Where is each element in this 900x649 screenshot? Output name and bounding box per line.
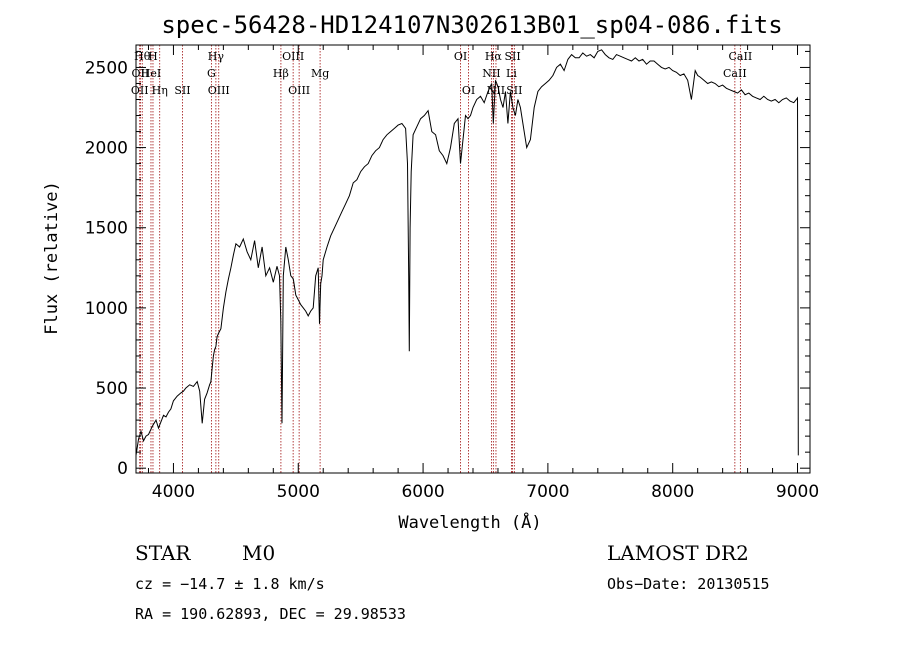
spectral-line-label: Hθ: [134, 50, 151, 63]
spectral-line-label: Hβ: [273, 67, 289, 80]
survey-name: LAMOST DR2: [607, 541, 749, 565]
spectrum-line: [135, 49, 799, 456]
spectral-line-label: SII: [506, 84, 522, 97]
chart-title: spec-56428-HD124107N302613B01_sp04-086.f…: [161, 11, 782, 39]
spectral-line-label: Li: [506, 67, 517, 80]
spectral-line-label: OII: [131, 84, 149, 97]
spectral-line-label: CaII: [729, 50, 753, 63]
spectral-line-label: SII: [174, 84, 190, 97]
x-axis-ticks: 4000 5000 6000 7000 8000 9000: [147, 45, 819, 502]
y-tick-label: 2000: [85, 139, 128, 159]
y-axis-label: Flux (relative): [42, 181, 62, 335]
spectral-line-label: OIII: [208, 84, 230, 97]
spectral-line-label: OIII: [282, 50, 304, 63]
x-tick-label: 5000: [277, 482, 320, 502]
y-tick-label: 2500: [85, 58, 128, 78]
x-tick-label: 8000: [651, 482, 694, 502]
y-tick-label: 1000: [85, 299, 128, 319]
x-tick-label: 4000: [152, 482, 195, 502]
redshift-cz: cz = −14.7 ± 1.8 km/s: [135, 575, 325, 593]
object-subclass: M0: [242, 541, 275, 565]
obs-date: Obs−Date: 20130515: [607, 575, 770, 593]
spectral-line-label: Hα: [485, 50, 503, 63]
spectral-line-label: Hη: [152, 84, 168, 97]
x-tick-label: 7000: [526, 482, 569, 502]
spectral-line-label: OI: [454, 50, 467, 63]
x-axis-label: Wavelength (Å): [398, 511, 541, 533]
spectral-line-label: NII: [482, 67, 500, 80]
spectral-line-label: H: [148, 50, 158, 63]
spectral-line-label: OIII: [288, 84, 310, 97]
plot-frame: [135, 44, 811, 474]
spectral-line-markers: [139, 45, 741, 473]
x-tick-label: 6000: [401, 482, 444, 502]
spectral-line-label: SII: [504, 50, 520, 63]
spectral-line-label: Hγ: [208, 50, 225, 63]
spectral-line-label: G: [207, 67, 216, 80]
spectral-line-label: NII: [487, 84, 505, 97]
coordinates: RA = 190.62893, DEC = 29.98533: [135, 605, 406, 623]
y-tick-label: 0: [117, 459, 128, 479]
spectral-line-label: HeI: [141, 67, 161, 80]
spectral-line-label: OI: [462, 84, 475, 97]
spectral-line-label: CaII: [723, 67, 747, 80]
spectral-line-label: Mg: [311, 67, 329, 80]
object-class: STAR: [135, 541, 191, 565]
y-axis-ticks: 0 500 1000 1500 2000 2500: [85, 50, 810, 479]
x-tick-label: 9000: [776, 482, 819, 502]
y-tick-label: 500: [96, 379, 128, 399]
y-tick-label: 1500: [85, 219, 128, 239]
